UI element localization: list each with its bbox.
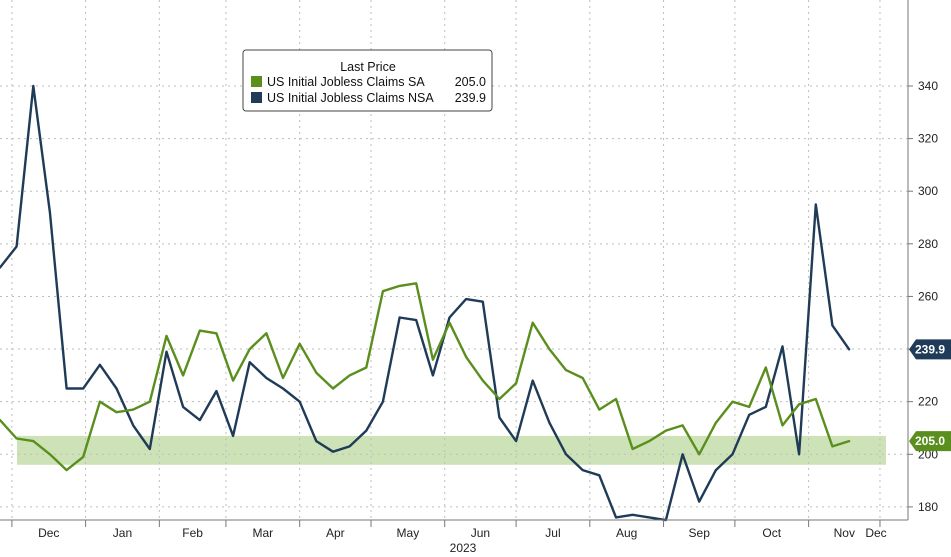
x-tick-label: Jan [113,526,132,540]
tag-nsa-label: 239.9 [915,342,945,356]
highlight-band [17,435,886,465]
x-tick-label: Aug [616,526,637,540]
x-tick-label: Dec [865,526,886,540]
x-tick-label: Apr [326,526,345,540]
series-line-nsa [0,84,851,522]
y-tick-label: 220 [918,395,938,409]
x-tick-label: Mar [252,526,273,540]
tag-nsa [909,339,951,360]
legend-box [242,49,493,112]
legend-value-nsa: 239.9 [455,91,486,105]
x-tick-label: Jul [545,526,560,540]
axis-layer: 180200220240260280300320340DecJanFebMarA… [0,0,938,540]
y-tick-label: 320 [918,132,938,146]
tag-sa [909,431,951,452]
x-tick-label: Jun [471,526,490,540]
y-tick-label: 260 [918,289,938,303]
last-value-tags: 239.9 205.0 [909,339,951,452]
legend-swatch-nsa [251,92,262,103]
y-tick-label: 280 [918,237,938,251]
legend-title: Last Price [340,60,396,74]
x-tick-label: Sep [689,526,711,540]
x-tick-label: Feb [182,526,203,540]
legend-swatch-sa [251,76,262,87]
legend-value-sa: 205.0 [455,75,486,89]
legend-label-nsa: US Initial Jobless Claims NSA [267,91,434,105]
y-tick-label: 180 [918,500,938,514]
series-layer [0,84,851,522]
legend-label-sa: US Initial Jobless Claims SA [267,75,425,89]
x-tick-label: Nov [834,526,855,540]
x-tick-label: May [397,526,420,540]
y-tick-label: 340 [918,79,938,93]
x-tick-label: Dec [38,526,59,540]
shaded-band-layer [17,435,886,465]
series-line-sa [0,282,851,472]
y-tick-label: 300 [918,184,938,198]
x-tick-label: Oct [762,526,781,540]
tag-sa-label: 205.0 [915,434,945,448]
x-axis-year-label: 2023 [450,541,477,555]
legend: Last Price US Initial Jobless Claims SA … [242,49,493,112]
